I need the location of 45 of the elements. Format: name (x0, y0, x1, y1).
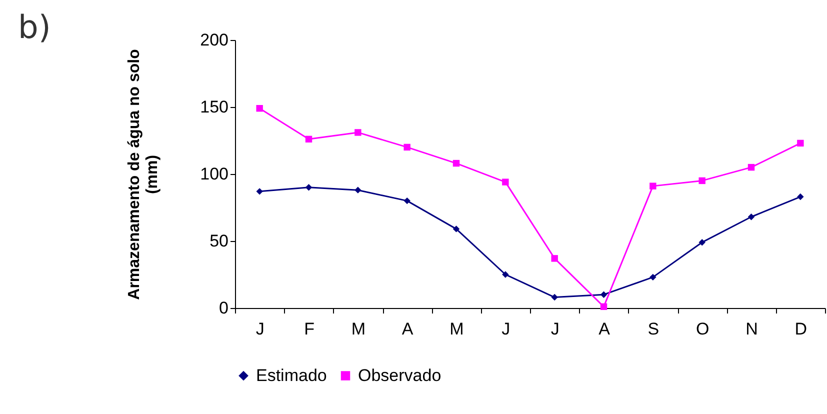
point (404, 197, 410, 204)
point (452, 160, 460, 167)
point (354, 129, 362, 136)
y-tick-label: 50 (210, 232, 228, 250)
x-tick-label: N (746, 320, 758, 338)
x-tick-label: D (794, 320, 808, 338)
point (305, 136, 312, 143)
point (600, 303, 608, 310)
point (797, 140, 804, 147)
x-tick-label: J (502, 320, 510, 338)
x-tick-label: M (351, 320, 366, 338)
legend-label: Estimado (256, 366, 327, 385)
x-tick-label: F (304, 320, 314, 338)
y-tick-label: 200 (200, 30, 228, 50)
x-tick-label: S (648, 320, 660, 338)
y-tick-label: 150 (200, 98, 228, 116)
chart-title: b) (18, 8, 51, 46)
point (600, 291, 608, 298)
point (502, 178, 509, 186)
point (748, 164, 755, 171)
x-tick-label: M (450, 320, 464, 338)
point (551, 255, 558, 262)
x-tick-label: A (598, 320, 611, 338)
point (748, 214, 755, 220)
point (650, 182, 656, 190)
y-tick-label: 0 (219, 298, 228, 318)
point (404, 144, 410, 151)
point (452, 226, 460, 232)
point (256, 104, 263, 112)
x-tick-label: A (402, 320, 414, 338)
x-tick-label: O (696, 320, 710, 338)
legend-label: Observado (358, 366, 442, 385)
point (256, 188, 263, 195)
y-tick-label: 100 (200, 164, 228, 184)
point (502, 271, 509, 278)
y-axis-title: Armazenamento de água no solo (mm) (126, 48, 162, 300)
x-tick-label: J (550, 320, 560, 338)
point (551, 294, 558, 301)
point (698, 177, 706, 184)
x-tick-label: J (256, 320, 264, 338)
point (797, 193, 804, 200)
point (305, 184, 312, 191)
point (698, 238, 706, 246)
point (650, 274, 656, 281)
point (354, 186, 362, 194)
